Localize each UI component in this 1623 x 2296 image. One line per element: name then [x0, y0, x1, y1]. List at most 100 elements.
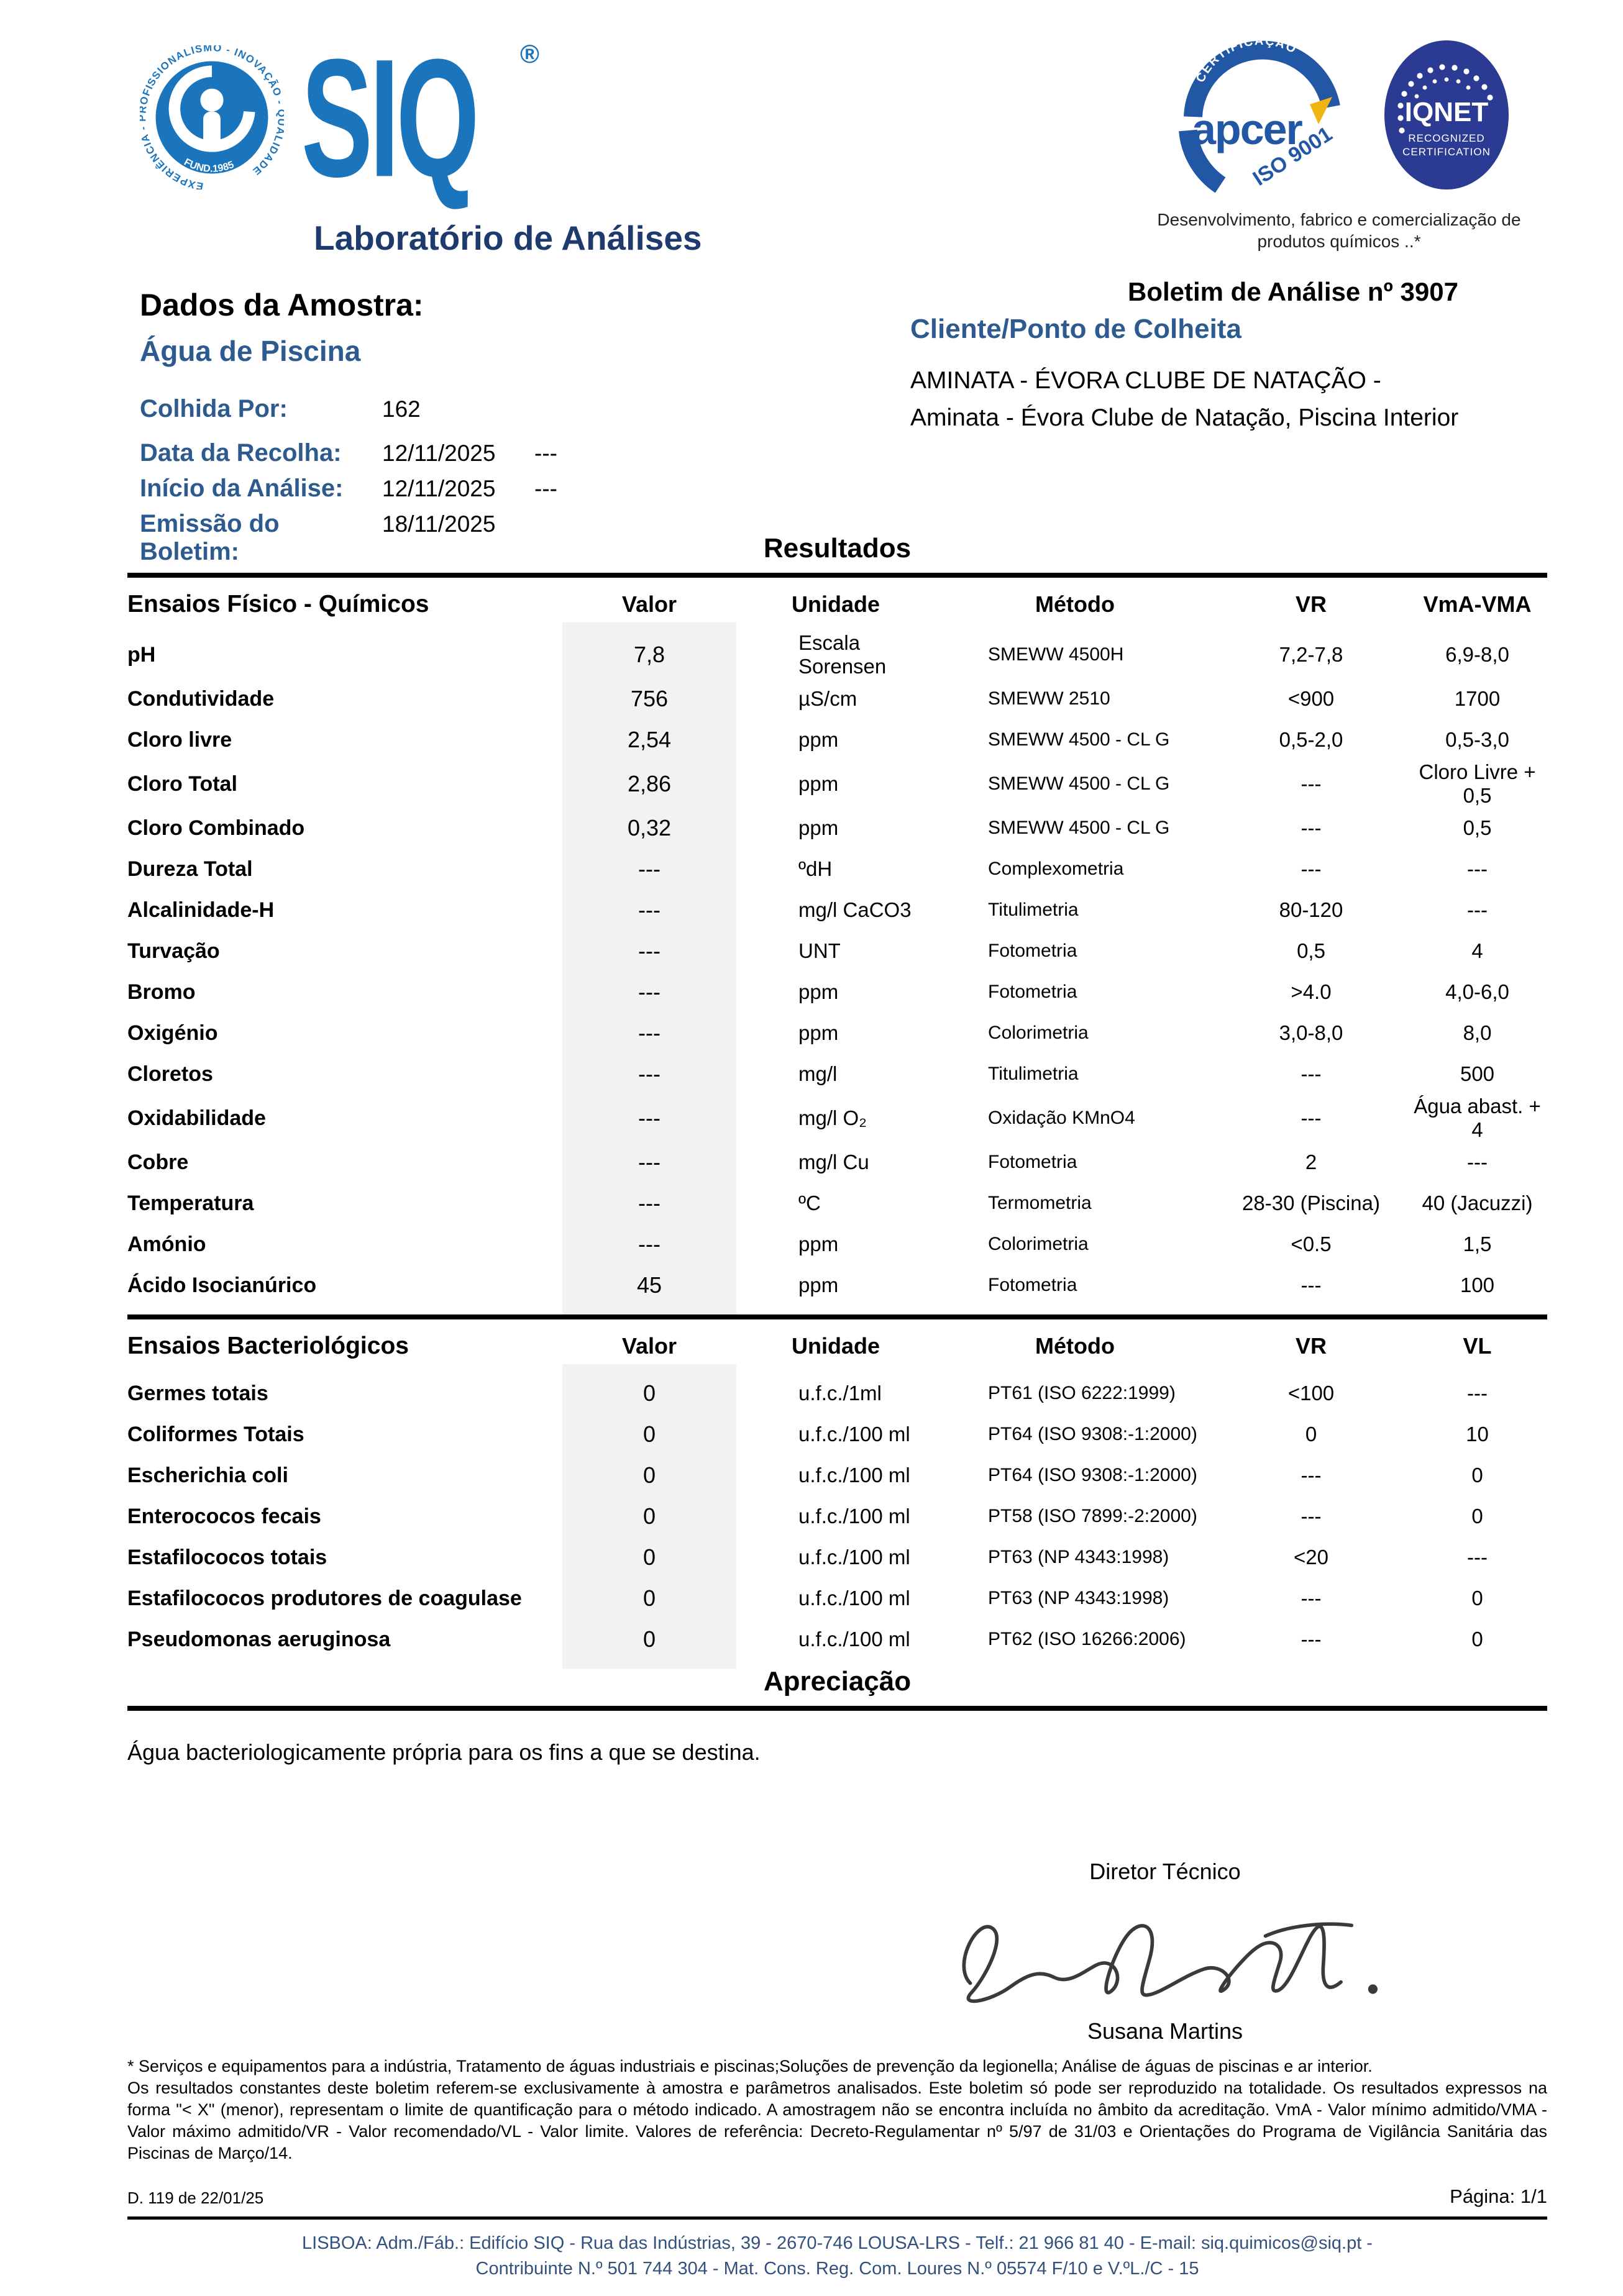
- signature-role: Diretor Técnico: [1089, 1859, 1241, 1884]
- param-vr: 2: [1305, 1150, 1317, 1173]
- table-row: Turvação --- UNT Fotometria 0,5 4: [127, 931, 1547, 972]
- appraisal-text: Água bacteriologicamente própria para os…: [127, 1739, 761, 1765]
- param-value: 0: [562, 1455, 736, 1496]
- bacterio-rows: Germes totais 0 u.f.c./1ml PT61 (ISO 622…: [127, 1373, 1547, 1660]
- param-name: Cloretos: [127, 1062, 213, 1086]
- param-vr: ---: [1301, 1062, 1322, 1085]
- signature-block: Diretor Técnico Susana Martins: [892, 1859, 1438, 2044]
- col-header-valor: Valor: [621, 1333, 677, 1359]
- cert-logos-row: CERTIFICAÇÃO apcer ISO 9001 IQN: [1128, 37, 1550, 200]
- param-method: SMEWW 2510: [988, 688, 1110, 709]
- physchem-header-row: Ensaios Físico - Químicos Valor Unidade …: [127, 578, 1547, 631]
- table-row: Estafilococos totais 0 u.f.c./100 ml PT6…: [127, 1537, 1547, 1578]
- param-name: Ácido Isocianúrico: [127, 1273, 317, 1297]
- param-unit: ppm: [798, 772, 839, 795]
- param-vr: ---: [1301, 1464, 1322, 1487]
- param-name: Alcalinidade-H: [127, 898, 275, 922]
- footnote-scope-line: * Serviços e equipamentos para a indústr…: [127, 2057, 1373, 2075]
- param-vr: ---: [1301, 772, 1322, 795]
- sample-field-row: Emissão do Boletim: 18/11/2025: [140, 510, 854, 566]
- param-vr: >4.0: [1291, 980, 1332, 1003]
- param-method: PT61 (ISO 6222:1999): [988, 1383, 1176, 1403]
- results-divider: [127, 573, 1547, 578]
- table-row: Escherichia coli 0 u.f.c./100 ml PT64 (I…: [127, 1455, 1547, 1496]
- table-row: Enterococos fecais 0 u.f.c./100 ml PT58 …: [127, 1496, 1547, 1537]
- results-section: Resultados Ensaios Físico - Químicos Val…: [127, 533, 1547, 2282]
- table-row: Dureza Total --- ºdH Complexometria --- …: [127, 849, 1547, 890]
- sample-field-row: Data da Recolha: 12/11/2025 ---: [140, 439, 854, 475]
- col-header-vr: VR: [1295, 1333, 1327, 1359]
- param-vr: 0: [1305, 1423, 1317, 1446]
- param-unit: ppm: [798, 1232, 839, 1255]
- sample-type: Água de Piscina: [140, 335, 361, 367]
- param-value: ---: [562, 1013, 736, 1054]
- param-unit: ppm: [798, 1273, 839, 1296]
- iqnet-wordmark: IQNET: [1405, 97, 1489, 127]
- param-value: 0: [562, 1537, 736, 1578]
- param-value: ---: [562, 890, 736, 931]
- param-unit: mg/l Cu: [798, 1150, 869, 1173]
- param-vr: 3,0-8,0: [1279, 1021, 1343, 1044]
- param-vr: 28-30 (Piscina): [1242, 1191, 1380, 1214]
- sample-data-section: Dados da Amostra: Água de Piscina Colhid…: [140, 287, 854, 566]
- client-section: Cliente/Ponto de Colheita AMINATA - ÉVOR…: [910, 314, 1482, 437]
- param-name: Estafilococos totais: [127, 1545, 327, 1569]
- param-unit: mg/l CaCO3: [798, 898, 912, 921]
- param-method: SMEWW 4500 - CL G: [988, 818, 1170, 838]
- bacterio-section-header: Ensaios Bacteriológicos: [127, 1332, 409, 1359]
- param-limit: Água abast. + 4: [1414, 1095, 1541, 1141]
- param-value: 2,86: [562, 760, 736, 808]
- param-name: Temperatura: [127, 1191, 254, 1215]
- col-header-metodo: Método: [1035, 591, 1115, 617]
- param-name: Dureza Total: [127, 857, 253, 881]
- param-name: Cloro Total: [127, 772, 237, 796]
- param-name: Turvação: [127, 939, 220, 963]
- param-limit: 40 (Jacuzzi): [1422, 1191, 1533, 1214]
- param-method: Complexometria: [988, 859, 1124, 879]
- param-name: Cloro Combinado: [127, 816, 305, 840]
- param-method: Fotometria: [988, 982, 1077, 1002]
- field-value: 12/11/2025: [382, 440, 496, 466]
- param-name: Enterococos fecais: [127, 1504, 321, 1528]
- client-section-title: Cliente/Ponto de Colheita: [910, 314, 1241, 344]
- table-row: Oxidabilidade --- mg/l O₂ Oxidação KMnO4…: [127, 1095, 1547, 1142]
- col-header-metodo: Método: [1035, 1333, 1115, 1359]
- iqnet-line2: CERTIFICATION: [1402, 146, 1491, 158]
- param-limit: 4,0-6,0: [1445, 980, 1509, 1003]
- param-value: 756: [562, 678, 736, 719]
- certification-scope-text: Desenvolvimento, fabrico e comercializaç…: [1157, 210, 1521, 251]
- param-name: Escherichia coli: [127, 1463, 288, 1487]
- table-row: Cloro Combinado 0,32 ppm SMEWW 4500 - CL…: [127, 808, 1547, 849]
- table-row: Cobre --- mg/l Cu Fotometria 2 ---: [127, 1142, 1547, 1183]
- param-method: Fotometria: [988, 941, 1077, 961]
- param-unit: µS/cm: [798, 687, 857, 710]
- table-row: Germes totais 0 u.f.c./1ml PT61 (ISO 622…: [127, 1373, 1547, 1414]
- col-header-vl: VL: [1463, 1333, 1492, 1359]
- param-unit: u.f.c./100 ml: [798, 1464, 910, 1487]
- param-vr: 80-120: [1279, 898, 1343, 921]
- param-method: PT62 (ISO 16266:2006): [988, 1629, 1186, 1649]
- param-vr: ---: [1301, 816, 1322, 839]
- apcer-wordmark: apcer: [1192, 105, 1303, 153]
- param-unit: u.f.c./100 ml: [798, 1423, 910, 1446]
- param-name: Germes totais: [127, 1381, 268, 1405]
- param-vr: ---: [1301, 1587, 1322, 1610]
- table-row: Condutividade 756 µS/cm SMEWW 2510 <900 …: [127, 678, 1547, 719]
- param-unit: ºC: [798, 1191, 821, 1214]
- param-limit: ---: [1467, 857, 1488, 880]
- param-unit: mg/l O₂: [798, 1106, 867, 1129]
- param-value: ---: [562, 1224, 736, 1265]
- param-value: 0: [562, 1578, 736, 1619]
- param-method: Fotometria: [988, 1152, 1077, 1172]
- param-limit: 6,9-8,0: [1445, 643, 1509, 666]
- param-method: Colorimetria: [988, 1234, 1089, 1254]
- param-name: Pseudomonas aeruginosa: [127, 1627, 391, 1651]
- param-name: Estafilococos produtores de coagulase: [127, 1586, 522, 1610]
- param-method: Colorimetria: [988, 1023, 1089, 1043]
- param-limit: 4: [1471, 939, 1483, 962]
- param-name: Coliformes Totais: [127, 1422, 304, 1446]
- param-vr: ---: [1301, 1273, 1322, 1296]
- param-unit: Escala Sorensen: [798, 631, 887, 678]
- table-row: Temperatura --- ºC Termometria 28-30 (Pi…: [127, 1183, 1547, 1224]
